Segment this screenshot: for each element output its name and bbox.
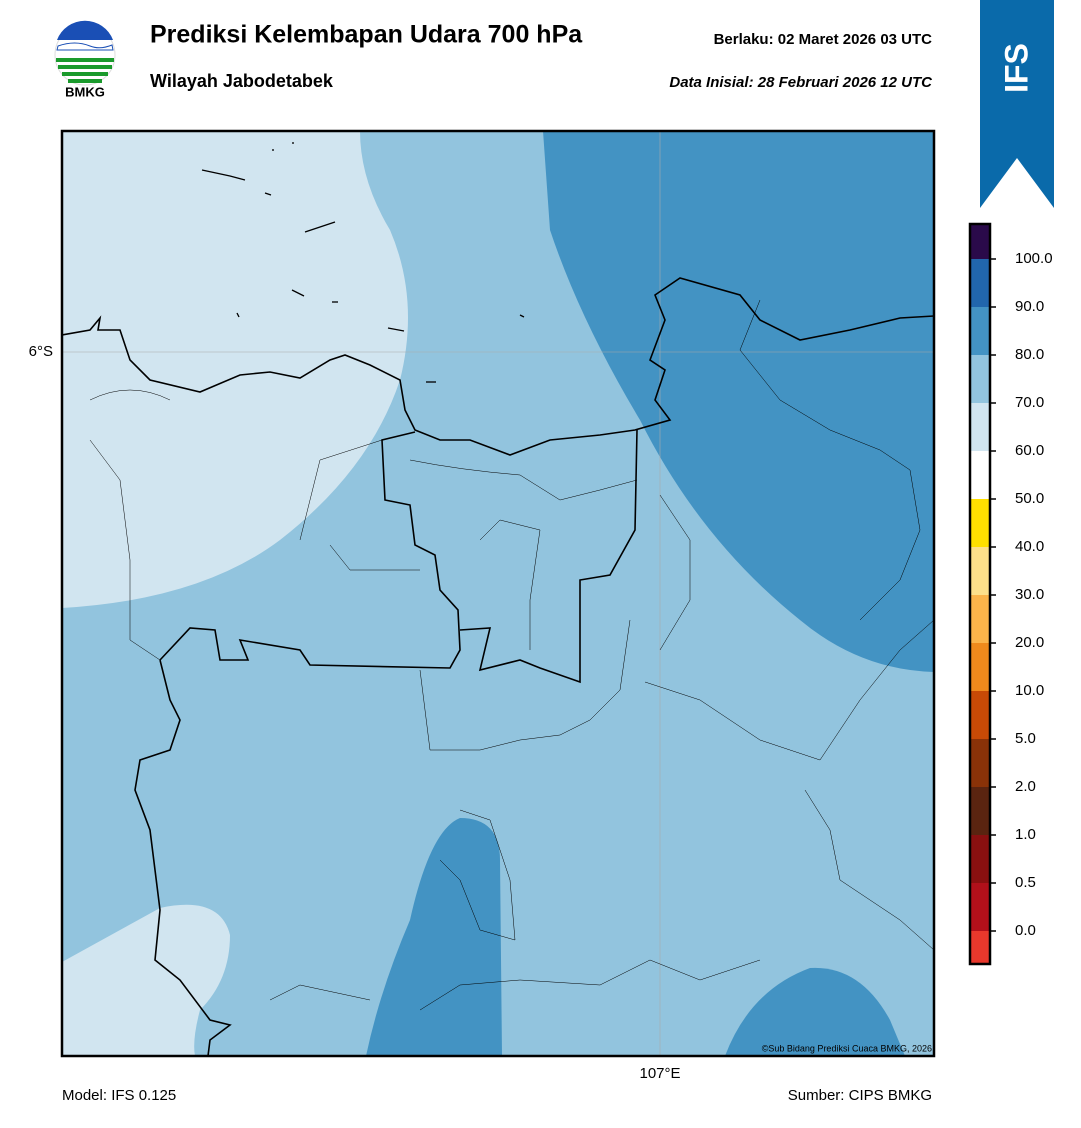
colorbar-tick-label: 0.0 xyxy=(1015,922,1036,939)
badge xyxy=(980,0,1054,208)
colorbar-segment xyxy=(970,224,990,259)
colorbar-tick-label: 60.0 xyxy=(1015,442,1044,459)
logo: BMKG xyxy=(54,20,116,99)
colorbar-segment xyxy=(970,307,990,355)
colorbar-tick-label: 80.0 xyxy=(1015,346,1044,363)
lon-label: 107°E xyxy=(639,1065,680,1082)
map xyxy=(62,131,934,1056)
colorbar-frame xyxy=(968,222,992,966)
colorbar-segment xyxy=(970,355,990,403)
colorbar-segment xyxy=(970,931,990,964)
colorbar-segment xyxy=(970,403,990,451)
colorbar-tick-label: 30.0 xyxy=(1015,586,1044,603)
colorbar-segment xyxy=(970,451,990,499)
colorbar-tick-label: 2.0 xyxy=(1015,778,1036,795)
valid-time: Berlaku: 02 Maret 2026 03 UTC xyxy=(714,31,933,48)
source-label: Sumber: CIPS BMKG xyxy=(788,1087,932,1104)
map-frame xyxy=(60,129,936,1058)
colorbar-tick-label: 40.0 xyxy=(1015,538,1044,555)
title: Prediksi Kelembapan Udara 700 hPa xyxy=(150,21,583,49)
colorbar-tick-label: 1.0 xyxy=(1015,826,1036,843)
colorbar-tick-label: 20.0 xyxy=(1015,634,1044,651)
colorbar-tick-label: 70.0 xyxy=(1015,394,1044,411)
initial-time: Data Inisial: 28 Februari 2026 12 UTC xyxy=(669,74,933,91)
colorbar-tick-label: 5.0 xyxy=(1015,730,1036,747)
colorbar-tick-label: 10.0 xyxy=(1015,682,1044,699)
colorbar-segment xyxy=(970,691,990,739)
colorbar-tick-label: 0.5 xyxy=(1015,874,1036,891)
lat-label: 6°S xyxy=(29,343,53,360)
colorbar-segment xyxy=(970,739,990,787)
model-label: Model: IFS 0.125 xyxy=(62,1087,176,1104)
colorbar-segment xyxy=(970,547,990,595)
colorbar-segment xyxy=(970,499,990,547)
colorbar-segment xyxy=(970,883,990,931)
colorbar-segment xyxy=(970,259,990,307)
colorbar-segment xyxy=(970,835,990,883)
badge-text: IFS xyxy=(998,43,1034,93)
colorbar-tick-label: 90.0 xyxy=(1015,298,1044,315)
colorbar-segment xyxy=(970,643,990,691)
logo-text: BMKG xyxy=(65,84,105,99)
colorbar: 0.0 0.5 1.0 2.0 5.0 10.0 20.0 30.0 40.0 50.0 60.0 7… xyxy=(968,222,1053,966)
colorbar-segment xyxy=(970,787,990,835)
subtitle: Wilayah Jabodetabek xyxy=(150,71,334,91)
colorbar-segment xyxy=(970,595,990,643)
colorbar-tick-label: 100.0 xyxy=(1015,250,1053,267)
colorbar-tick-label: 50.0 xyxy=(1015,490,1044,507)
copyright: ©Sub Bidang Prediksi Cuaca BMKG, 2026 xyxy=(762,1043,932,1053)
